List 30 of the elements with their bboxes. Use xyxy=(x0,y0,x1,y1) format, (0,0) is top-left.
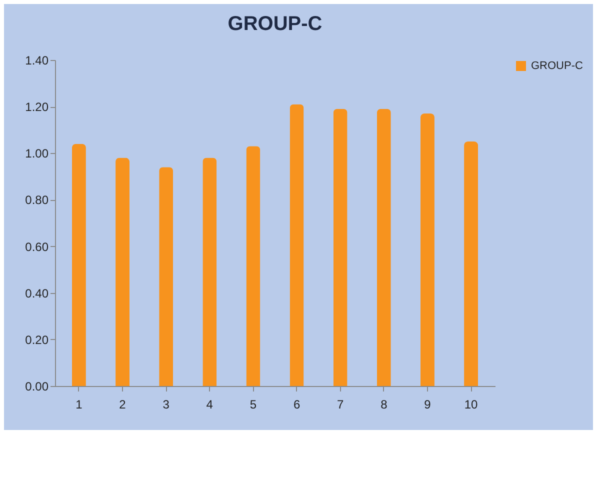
y-tick-label: 1.00 xyxy=(25,146,49,161)
y-tick-label: 0.80 xyxy=(25,193,49,208)
bar xyxy=(376,108,391,386)
bar xyxy=(420,114,434,386)
y-tick-label: 1.40 xyxy=(25,54,49,68)
bar xyxy=(202,158,217,386)
y-tick-label: 1.20 xyxy=(25,100,49,114)
y-tick-label: 0.40 xyxy=(25,286,49,300)
y-tick-label: 0.20 xyxy=(25,332,49,347)
chart-title: GROUP-C xyxy=(228,13,322,35)
x-tick-label: 1 xyxy=(76,398,83,412)
bar xyxy=(464,142,478,386)
x-tick-label: 5 xyxy=(250,398,257,412)
x-tick-label: 4 xyxy=(206,398,214,412)
x-tick-label: 9 xyxy=(424,398,432,412)
y-tick-label: 0.00 xyxy=(25,380,49,394)
x-tick-label: 8 xyxy=(380,398,388,412)
y-tick-label: 0.60 xyxy=(25,240,49,254)
bar xyxy=(72,144,86,386)
x-tick-label: 6 xyxy=(293,398,300,412)
x-tick-label: 3 xyxy=(162,398,170,412)
bar xyxy=(116,158,130,386)
bar xyxy=(159,167,174,386)
x-tick-label: 2 xyxy=(119,398,126,412)
bar xyxy=(290,104,304,386)
bar xyxy=(246,146,260,386)
bar xyxy=(333,108,348,386)
legend-label: GROUP-C xyxy=(531,60,583,72)
x-tick-label: 10 xyxy=(464,398,478,412)
x-tick-label: 7 xyxy=(337,398,344,412)
